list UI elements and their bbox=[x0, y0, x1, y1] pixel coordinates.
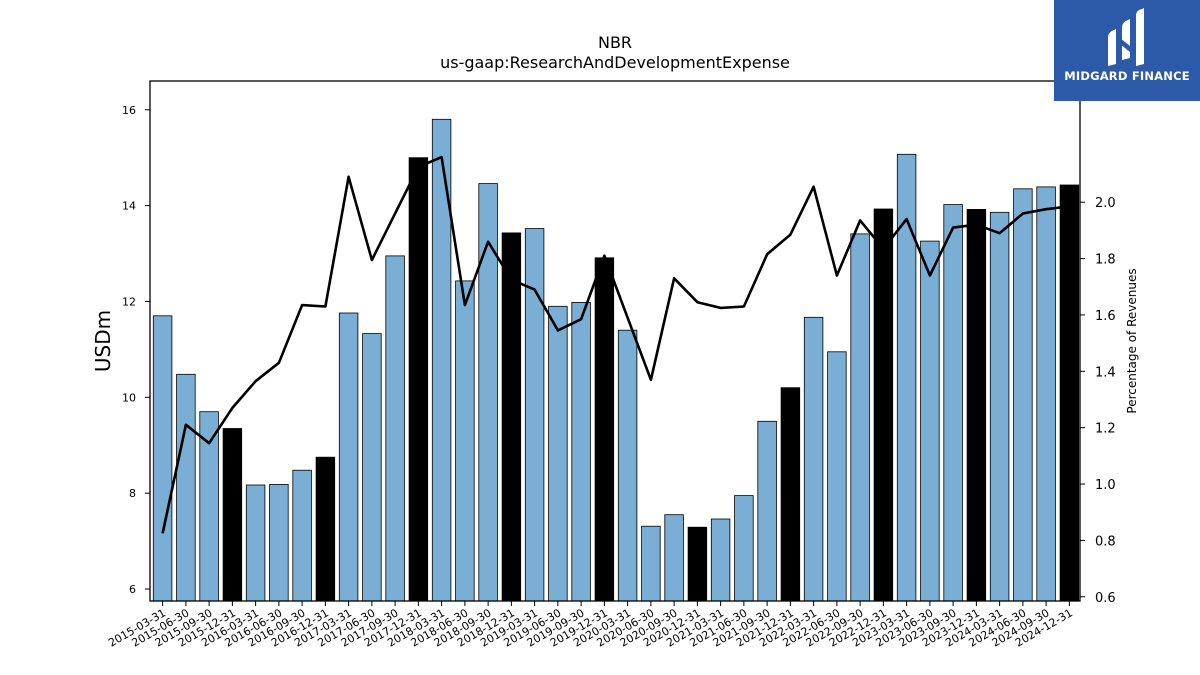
y2-tick-label: 1.8 bbox=[1095, 253, 1116, 268]
y2-tick-label: 0.8 bbox=[1095, 534, 1116, 549]
bar-2021-03-31 bbox=[710, 518, 731, 602]
pct-revenue-line bbox=[161, 155, 1070, 534]
y2-tick-label: 0.6 bbox=[1095, 591, 1116, 606]
bar-2022-03-31 bbox=[803, 316, 824, 602]
bar-2024-06-30 bbox=[1013, 188, 1033, 602]
bar-group bbox=[152, 118, 1080, 602]
bar-2015-06-30 bbox=[176, 373, 196, 602]
y2-tick-label: 1.6 bbox=[1095, 309, 1116, 324]
bar-2020-09-30 bbox=[664, 514, 684, 602]
bar-2016-03-31 bbox=[245, 484, 266, 602]
brand-logo: MIDGARD FINANCE bbox=[1054, 0, 1200, 101]
y2-axis-label: Percentage of Revenues bbox=[1125, 268, 1139, 413]
bar-2019-06-30 bbox=[548, 305, 568, 602]
logo-mark-icon bbox=[1108, 8, 1144, 66]
bar-2018-09-30 bbox=[478, 183, 498, 602]
bar-2015-12-31 bbox=[222, 428, 243, 602]
bar-2024-12-31 bbox=[1059, 184, 1080, 602]
y2-tick-label: 1.4 bbox=[1095, 365, 1116, 380]
bar-2019-03-31 bbox=[524, 228, 545, 602]
bar-2019-12-31 bbox=[594, 257, 615, 602]
y2-tick-label: 2.0 bbox=[1095, 196, 1116, 211]
y-tick-label: 6 bbox=[129, 583, 136, 596]
bar-2023-12-31 bbox=[966, 208, 987, 602]
bar-2023-09-30 bbox=[943, 204, 963, 602]
bar-2024-03-31 bbox=[989, 211, 1010, 602]
bar-2018-06-30 bbox=[455, 280, 475, 602]
bar-2017-09-30 bbox=[385, 255, 405, 602]
y-tick-label: 10 bbox=[122, 391, 136, 404]
bar-2024-09-30 bbox=[1036, 186, 1056, 602]
y-axis-right: 0.6 0.8 1.0 1.2 1.4 1.6 1.8 2.0 bbox=[1080, 196, 1116, 606]
bar-2015-09-30 bbox=[199, 411, 219, 602]
bar-2017-12-31 bbox=[408, 157, 429, 602]
y-tick-label: 12 bbox=[122, 295, 136, 308]
y-tick-label: 8 bbox=[129, 487, 136, 500]
plot-frame bbox=[149, 80, 1081, 602]
y-tick-label: 14 bbox=[122, 200, 136, 213]
bar-2016-12-31 bbox=[315, 456, 336, 602]
bar-2020-03-31 bbox=[617, 329, 638, 602]
bar-2022-12-31 bbox=[873, 208, 894, 602]
x-axis: 2015-03-312015-06-302015-09-302015-12-31… bbox=[106, 601, 1075, 650]
bar-2020-06-30 bbox=[641, 525, 661, 602]
bar-2015-03-31 bbox=[152, 315, 173, 602]
bar-2023-06-30 bbox=[920, 240, 940, 602]
bar-2017-03-31 bbox=[338, 312, 359, 602]
y-axis-label: USDm bbox=[91, 310, 115, 372]
bar-2016-09-30 bbox=[292, 469, 312, 602]
bar-2020-12-31 bbox=[687, 526, 708, 602]
logo-text: MIDGARD FINANCE bbox=[1064, 69, 1190, 83]
y-tick-label: 16 bbox=[122, 104, 136, 117]
chart-subtitle: us-gaap:ResearchAndDevelopmentExpense bbox=[440, 53, 790, 72]
y2-tick-label: 1.2 bbox=[1095, 422, 1116, 437]
line-group bbox=[161, 155, 1070, 534]
y-axis-left: 6 8 10 12 14 16 bbox=[122, 104, 150, 596]
bar-2018-12-31 bbox=[501, 232, 522, 602]
bar-2022-09-30 bbox=[850, 233, 870, 602]
bar-2017-06-30 bbox=[362, 333, 382, 602]
bar-2016-06-30 bbox=[269, 484, 289, 602]
bar-2021-06-30 bbox=[734, 495, 754, 602]
bar-2021-12-31 bbox=[780, 387, 801, 602]
bar-2021-09-30 bbox=[757, 420, 777, 602]
chart-title: NBR bbox=[598, 33, 632, 52]
y2-tick-label: 1.0 bbox=[1095, 478, 1116, 493]
bar-2019-09-30 bbox=[571, 301, 591, 602]
bar-2022-06-30 bbox=[827, 351, 847, 602]
